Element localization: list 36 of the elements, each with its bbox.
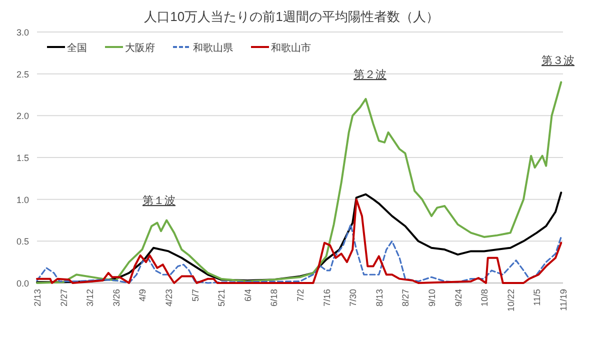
legend-label: 全国 bbox=[67, 42, 87, 54]
legend-label: 和歌山市 bbox=[271, 42, 311, 54]
x-tick-label: 11/5 bbox=[532, 289, 542, 306]
x-tick-label: 7/2 bbox=[296, 289, 306, 302]
y-tick-label: 2.0 bbox=[16, 111, 29, 122]
x-tick-label: 9/24 bbox=[453, 289, 464, 307]
chart-title: 人口10万人当たりの前1週間の平均陽性者数（人） bbox=[144, 9, 439, 24]
y-tick-label: 0.5 bbox=[16, 236, 29, 247]
annotation: 第１波 bbox=[142, 194, 176, 207]
x-tick-label: 7/30 bbox=[348, 289, 358, 307]
x-tick-label: 6/18 bbox=[269, 289, 280, 307]
y-tick-label: 1.5 bbox=[16, 153, 29, 163]
x-tick-label: 11/19 bbox=[558, 289, 568, 311]
y-tick-label: 3.0 bbox=[16, 28, 29, 38]
x-tick-label: 9/10 bbox=[427, 289, 437, 307]
x-tick-label: 3/12 bbox=[85, 289, 96, 307]
x-tick-label: 2/27 bbox=[58, 289, 69, 307]
legend-label: 和歌山県 bbox=[193, 42, 233, 54]
x-tick-label: 3/26 bbox=[111, 289, 122, 307]
x-tick-label: 8/13 bbox=[374, 289, 384, 307]
x-tick-label: 6/4 bbox=[242, 289, 253, 302]
x-tick-label: 7/16 bbox=[322, 289, 332, 307]
x-tick-label: 8/27 bbox=[400, 289, 411, 307]
annotation: 第３波 bbox=[542, 54, 574, 67]
y-tick-label: 2.5 bbox=[16, 69, 29, 80]
annotation: 第２波 bbox=[354, 68, 386, 81]
legend-label: 大阪府 bbox=[125, 42, 155, 54]
x-tick-label: 10/8 bbox=[480, 289, 490, 307]
x-tick-label: 5/7 bbox=[190, 289, 200, 302]
y-tick-label: 0.0 bbox=[16, 278, 29, 288]
x-tick-label: 2/13 bbox=[32, 289, 42, 307]
x-tick-label: 10/22 bbox=[506, 289, 516, 312]
x-tick-label: 4/23 bbox=[164, 289, 174, 307]
x-tick-label: 4/9 bbox=[138, 289, 148, 302]
y-tick-label: 1.0 bbox=[16, 194, 29, 205]
x-tick-label: 5/21 bbox=[216, 289, 227, 307]
